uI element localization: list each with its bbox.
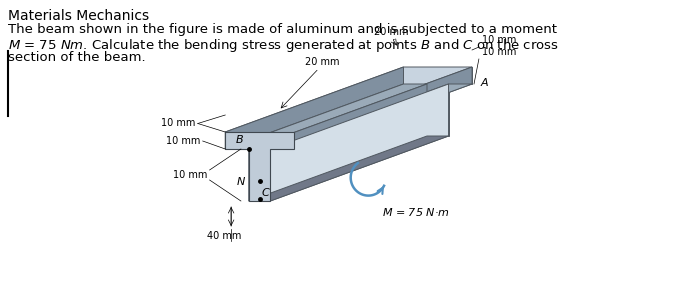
Polygon shape	[270, 84, 472, 149]
Text: 40 mm: 40 mm	[207, 231, 241, 241]
Text: 10 mm: 10 mm	[167, 136, 201, 146]
Text: 10 mm: 10 mm	[482, 35, 516, 45]
Text: 10 mm: 10 mm	[482, 47, 516, 57]
Polygon shape	[294, 67, 472, 149]
Polygon shape	[225, 67, 403, 149]
Text: $M$ = 75 N·m: $M$ = 75 N·m	[382, 206, 450, 218]
Polygon shape	[403, 67, 472, 136]
Text: 20 mm: 20 mm	[304, 57, 340, 67]
Text: $B$: $B$	[235, 133, 244, 145]
Text: $A$: $A$	[480, 76, 489, 88]
Text: 10 mm: 10 mm	[173, 170, 208, 180]
Polygon shape	[225, 67, 472, 132]
Text: The beam shown in the figure is made of aluminum and is subjected to a moment: The beam shown in the figure is made of …	[8, 23, 557, 36]
Polygon shape	[225, 84, 427, 149]
Polygon shape	[270, 84, 449, 201]
Polygon shape	[248, 136, 449, 201]
Polygon shape	[225, 132, 294, 201]
Text: Materials Mechanics: Materials Mechanics	[8, 9, 149, 23]
Text: $\it{M}$ = 75 $\it{Nm}$. Calculate the bending stress generated at points $\it{B: $\it{M}$ = 75 $\it{Nm}$. Calculate the b…	[8, 37, 559, 54]
Text: section of the beam.: section of the beam.	[8, 51, 146, 64]
Polygon shape	[248, 84, 427, 201]
Text: $N$: $N$	[236, 175, 246, 187]
Text: 20 mm: 20 mm	[374, 27, 409, 37]
Text: 10 mm: 10 mm	[162, 118, 196, 129]
Text: $C$: $C$	[262, 186, 271, 198]
